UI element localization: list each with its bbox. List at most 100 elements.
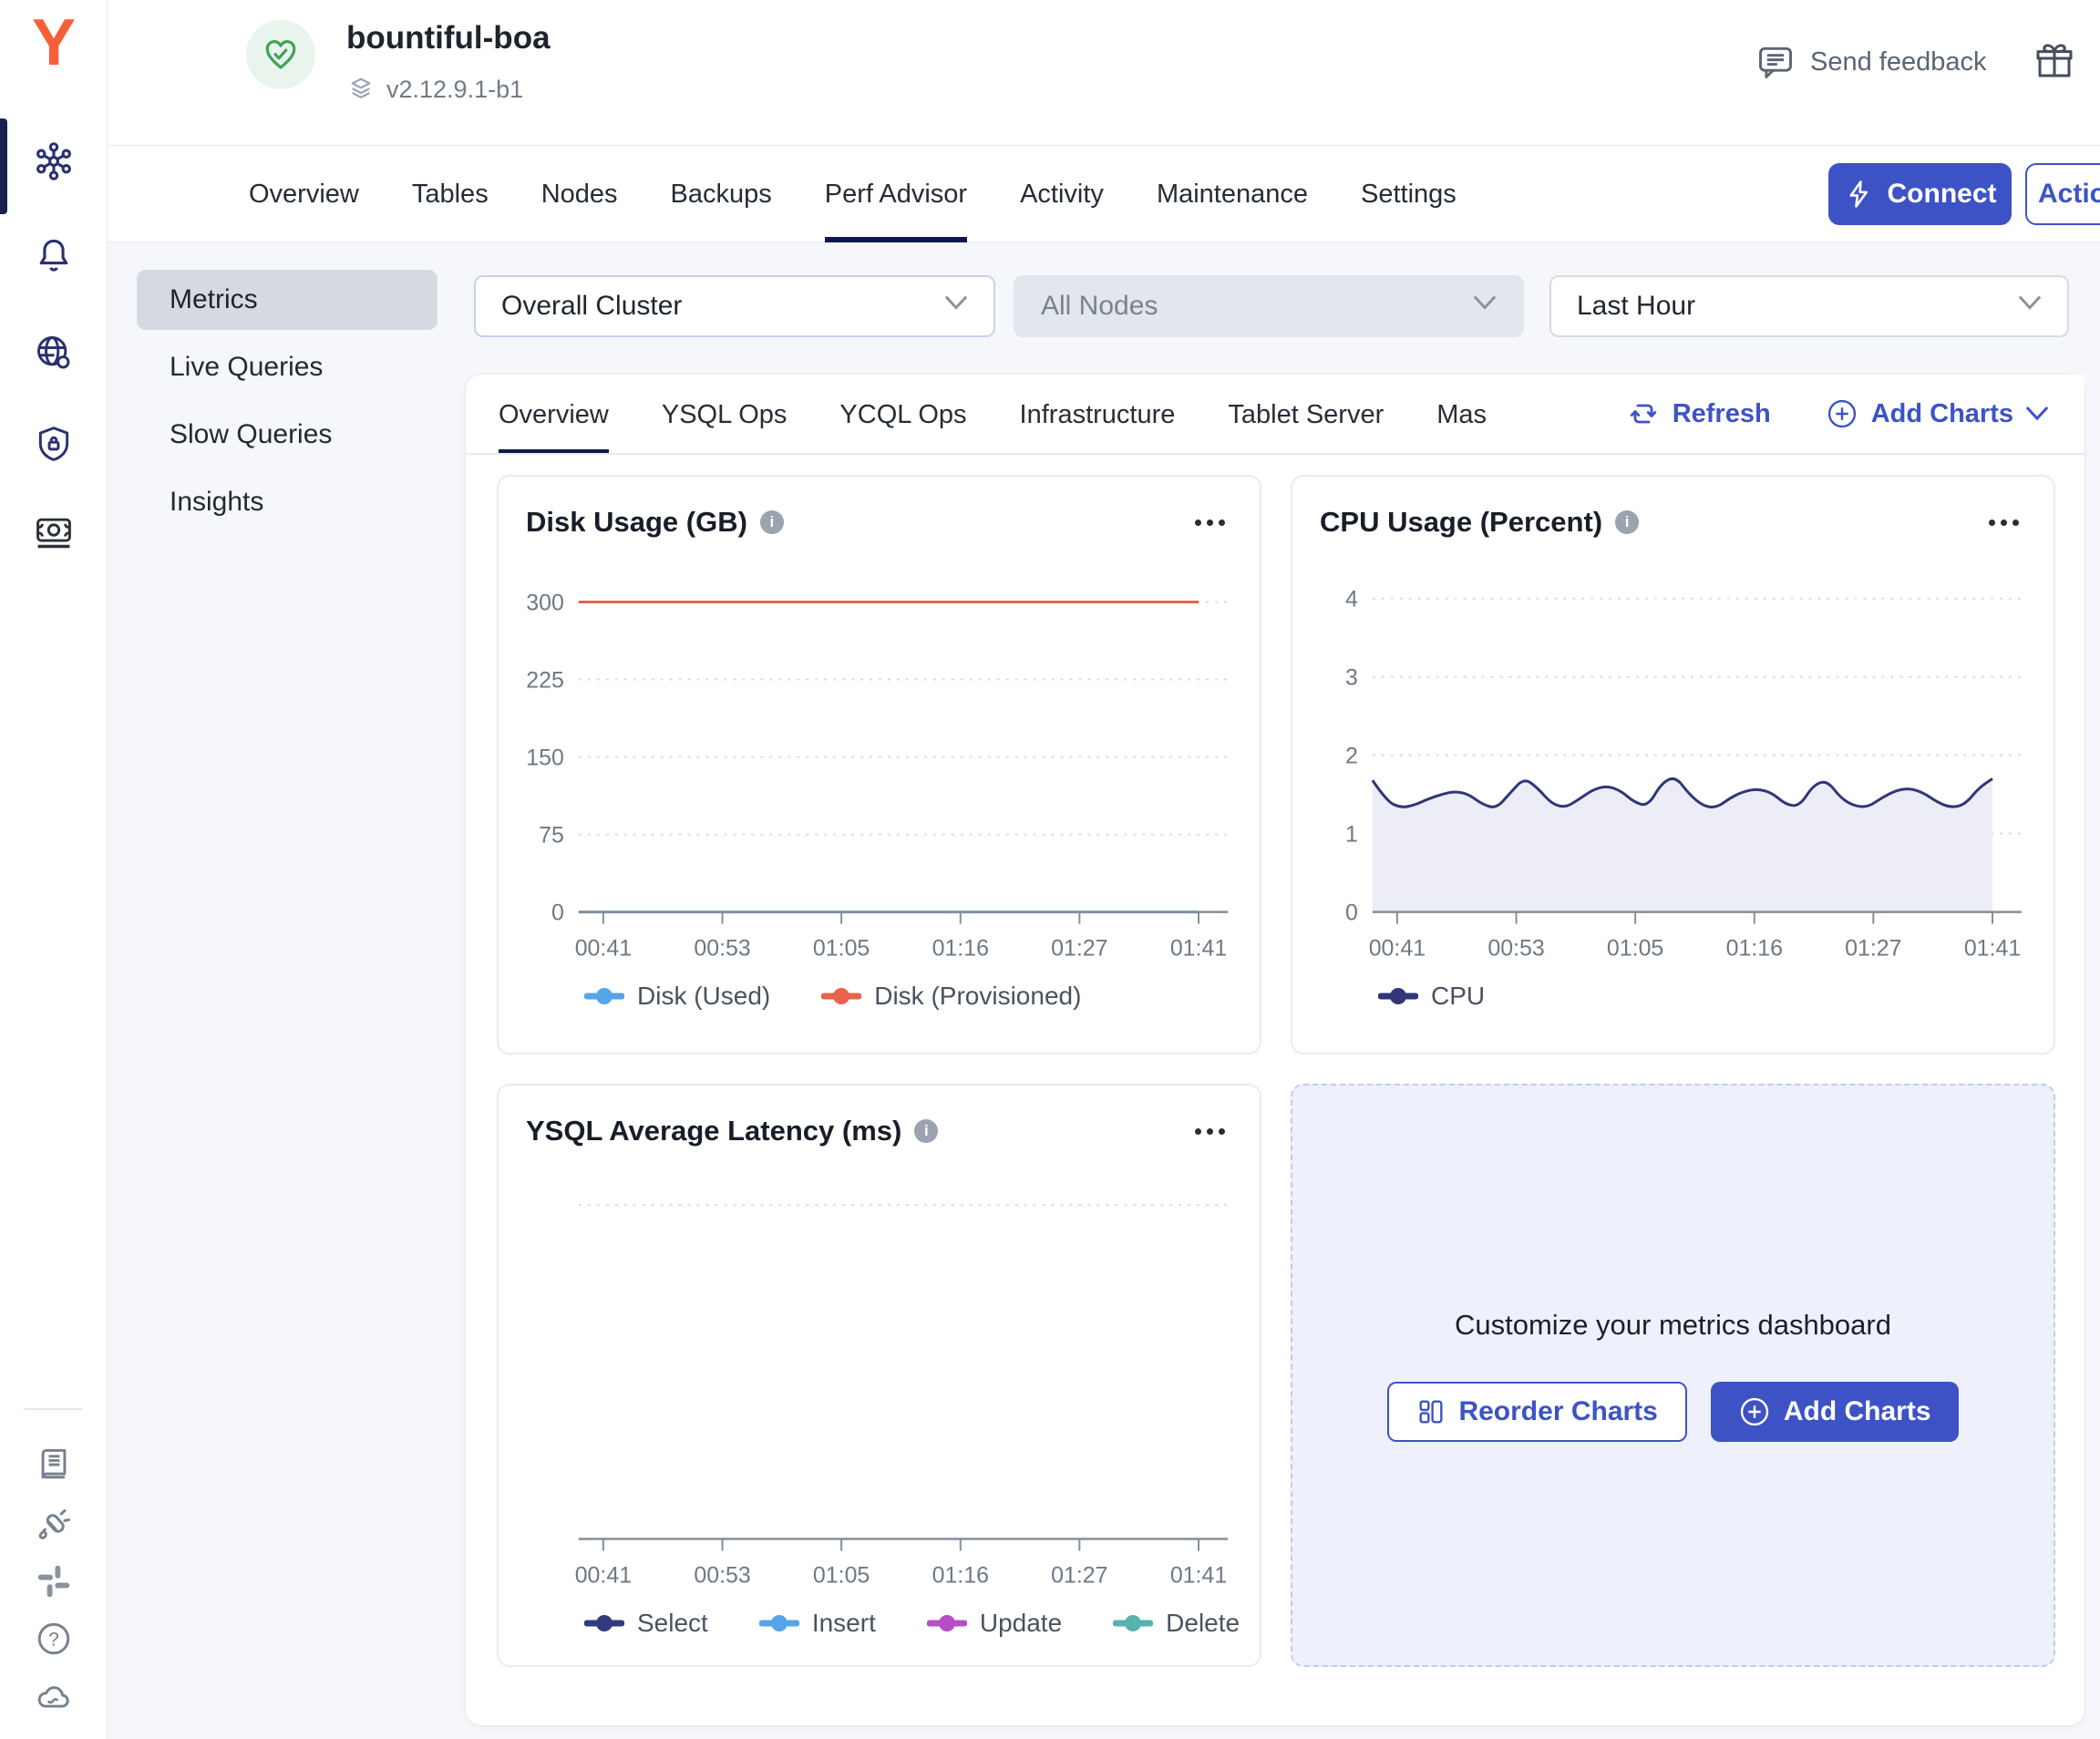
subnav-item-live-queries[interactable]: Live Queries [137,337,438,397]
time-range-select[interactable]: Last Hour [1549,275,2069,337]
security-shield-icon[interactable] [34,424,74,464]
tab-tables[interactable]: Tables [412,146,489,242]
info-icon[interactable] [760,510,784,534]
info-icon[interactable] [914,1119,938,1143]
lightning-bolt-icon [1844,179,1875,210]
metrics-tab-ysql-ops[interactable]: YSQL Ops [662,375,788,455]
cpu-usage-card: CPU Usage (Percent) 0123400:4100:5301:05… [1291,475,2055,1055]
legend-item-cpu[interactable]: CPU [1378,982,1485,1011]
metrics-panel: Overview YSQL Ops YCQL Ops Infrastructure Ta… [465,374,2085,1726]
add-charts-label: Add Charts [1871,399,2013,429]
send-feedback-label: Send feedback [1810,47,1986,77]
layers-icon [346,75,376,104]
reorder-charts-button[interactable]: Reorder Charts [1387,1382,1686,1442]
subnav-item-metrics[interactable]: Metrics [137,270,438,330]
send-feedback-button[interactable]: Send feedback [1755,42,1986,82]
actions-label: Actions [2038,179,2100,210]
yugabyte-logo-icon[interactable]: Y [20,9,88,77]
connect-button[interactable]: Connect [1828,163,2012,225]
nodes-select: All Nodes [1014,275,1524,337]
slack-icon[interactable] [34,1561,74,1601]
more-options-icon[interactable] [1188,512,1232,533]
svg-text:3: 3 [1345,665,1358,691]
tab-settings[interactable]: Settings [1361,146,1457,242]
tab-activity[interactable]: Activity [1020,146,1104,242]
svg-text:01:27: 01:27 [1051,935,1107,961]
chart-title: YSQL Average Latency (ms) [526,1115,901,1147]
legend-item-select[interactable]: Select [584,1609,708,1638]
legend-label: CPU [1431,982,1485,1011]
subnav-item-slow-queries[interactable]: Slow Queries [137,405,438,465]
svg-text:00:41: 00:41 [575,1562,632,1588]
clusters-icon[interactable] [34,141,74,181]
actions-button[interactable]: Actions [2025,163,2100,225]
left-icon-rail: Y [0,0,108,1739]
active-nav-indicator [0,118,7,214]
legend-label: Select [637,1609,708,1638]
cluster-tabs: Overview Tables Nodes Backups Perf Advisor Ac… [249,146,1457,242]
legend-marker-icon [759,1614,799,1632]
help-icon[interactable]: ? [34,1619,74,1659]
svg-text:75: 75 [539,823,564,849]
legend-item-disk-used[interactable]: Disk (Used) [584,982,770,1011]
chevron-down-icon [2018,291,2042,322]
cpu-usage-chart: 0123400:4100:5301:0501:1601:2701:41 [1320,548,2029,976]
more-options-icon[interactable] [1188,1121,1232,1142]
customize-title: Customize your metrics dashboard [1455,1309,1891,1342]
metrics-tab-infrastructure[interactable]: Infrastructure [1020,375,1176,455]
chevron-down-icon [2026,406,2048,422]
svg-text:01:16: 01:16 [932,1562,989,1588]
docs-book-icon[interactable] [34,1445,74,1485]
disk-usage-chart: 07515022530000:4100:5301:0501:1601:2701:… [526,548,1235,976]
network-globe-icon[interactable] [34,333,74,373]
legend-label: Delete [1166,1609,1240,1638]
alerts-bell-icon[interactable] [34,235,74,275]
cloud-status-icon[interactable] [34,1677,74,1717]
billing-icon[interactable] [34,511,74,551]
tab-perf-advisor[interactable]: Perf Advisor [825,146,967,242]
legend-marker-icon [1113,1614,1153,1632]
svg-text:00:53: 00:53 [694,1562,750,1588]
integrations-plug-icon[interactable] [34,1505,74,1545]
metrics-tab-ycql-ops[interactable]: YCQL Ops [839,375,966,455]
legend-label: Insert [812,1609,876,1638]
info-icon[interactable] [1615,510,1639,534]
disk-chart-legend: Disk (Used) Disk (Provisioned) [526,982,1232,1011]
subnav-item-insights[interactable]: Insights [137,472,438,532]
tab-overview[interactable]: Overview [249,146,359,242]
svg-text:00:41: 00:41 [575,935,632,961]
tab-nodes[interactable]: Nodes [541,146,618,242]
plus-circle-icon [1738,1395,1771,1428]
add-charts-button[interactable]: Add Charts [1826,397,2048,430]
refresh-button[interactable]: Refresh [1627,397,1771,430]
cluster-name: bountiful-boa [346,20,551,57]
svg-text:01:41: 01:41 [1964,935,2021,961]
time-range-value: Last Hour [1577,291,1695,322]
ysql-latency-chart: 00:4100:5301:0501:1601:2701:41 [526,1157,1235,1603]
more-options-icon[interactable] [1982,512,2026,533]
metrics-tab-mas[interactable]: Mas [1436,375,1487,455]
tab-backups[interactable]: Backups [671,146,772,242]
legend-item-update[interactable]: Update [927,1609,1062,1638]
svg-text:00:53: 00:53 [694,935,750,961]
plus-circle-icon [1826,397,1858,430]
metrics-tab-tablet-server[interactable]: Tablet Server [1228,375,1384,455]
svg-text:01:41: 01:41 [1170,1562,1227,1588]
gift-icon[interactable] [2033,38,2076,82]
svg-text:0: 0 [551,900,564,926]
refresh-label: Refresh [1673,399,1771,429]
add-charts-cta-button[interactable]: Add Charts [1711,1382,1959,1442]
svg-text:01:27: 01:27 [1845,935,1901,961]
legend-item-insert[interactable]: Insert [759,1609,876,1638]
legend-item-disk-provisioned[interactable]: Disk (Provisioned) [821,982,1081,1011]
svg-text:225: 225 [526,668,564,694]
cluster-version: v2.12.9.1-b1 [386,76,523,104]
rail-divider [24,1408,82,1410]
cluster-scope-select[interactable]: Overall Cluster [474,275,995,337]
svg-text:2: 2 [1345,744,1358,769]
legend-item-delete[interactable]: Delete [1113,1609,1240,1638]
reorder-charts-label: Reorder Charts [1458,1396,1657,1427]
metrics-tab-overview[interactable]: Overview [499,375,609,455]
cluster-health-icon [246,20,315,89]
tab-maintenance[interactable]: Maintenance [1157,146,1308,242]
